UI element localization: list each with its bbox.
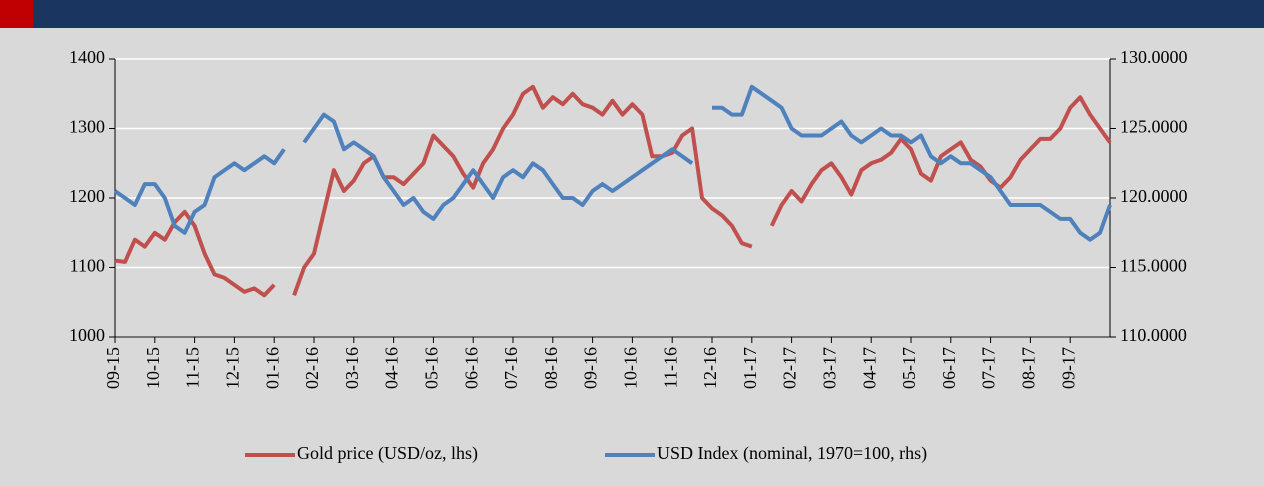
- x-tick-label: 01-16: [262, 347, 282, 389]
- y-tick-label: 1200: [69, 186, 105, 206]
- y-tick-label: 1100: [70, 256, 105, 276]
- x-tick-label: 07-17: [979, 347, 999, 389]
- x-tick-label: 11-15: [183, 347, 203, 388]
- y2-tick-label: 110.0000: [1120, 325, 1187, 345]
- y2-tick-label: 115.0000: [1120, 256, 1187, 276]
- x-tick-label: 07-16: [501, 347, 521, 389]
- x-tick-label: 06-17: [939, 347, 959, 389]
- x-tick-label: 04-17: [859, 347, 879, 389]
- x-tick-label: 09-16: [581, 347, 601, 389]
- x-tick-label: 01-17: [740, 347, 760, 389]
- y-tick-label: 1300: [69, 117, 105, 137]
- x-tick-label: 08-16: [541, 347, 561, 389]
- x-tick-label: 02-17: [780, 347, 800, 389]
- x-tick-label: 05-16: [422, 347, 442, 389]
- x-tick-label: 02-16: [302, 347, 322, 389]
- x-tick-label: 08-17: [1019, 347, 1039, 389]
- x-tick-label: 03-17: [820, 347, 840, 389]
- y-tick-label: 1000: [69, 325, 105, 345]
- header-band: [0, 0, 1264, 28]
- x-tick-label: 09-15: [103, 347, 123, 389]
- header-accent: [0, 0, 33, 28]
- x-tick-label: 06-16: [461, 347, 481, 389]
- legend-label: Gold price (USD/oz, lhs): [297, 443, 478, 464]
- x-tick-label: 12-16: [700, 347, 720, 389]
- x-tick-label: 04-16: [382, 347, 402, 389]
- y2-tick-label: 125.0000: [1120, 117, 1188, 137]
- y-tick-label: 1400: [69, 47, 105, 67]
- y2-tick-label: 130.0000: [1120, 47, 1188, 67]
- x-tick-label: 09-17: [1058, 347, 1078, 389]
- y2-tick-label: 120.0000: [1120, 186, 1188, 206]
- x-tick-label: 10-15: [143, 347, 163, 389]
- x-tick-label: 03-16: [342, 347, 362, 389]
- series-line: [113, 84, 1112, 242]
- x-tick-label: 11-16: [660, 347, 680, 388]
- x-tick-label: 10-16: [621, 347, 641, 389]
- series-line: [114, 84, 1112, 298]
- legend-label: USD Index (nominal, 1970=100, rhs): [657, 443, 927, 464]
- x-tick-label: 12-15: [223, 347, 243, 389]
- x-tick-label: 05-17: [899, 347, 919, 389]
